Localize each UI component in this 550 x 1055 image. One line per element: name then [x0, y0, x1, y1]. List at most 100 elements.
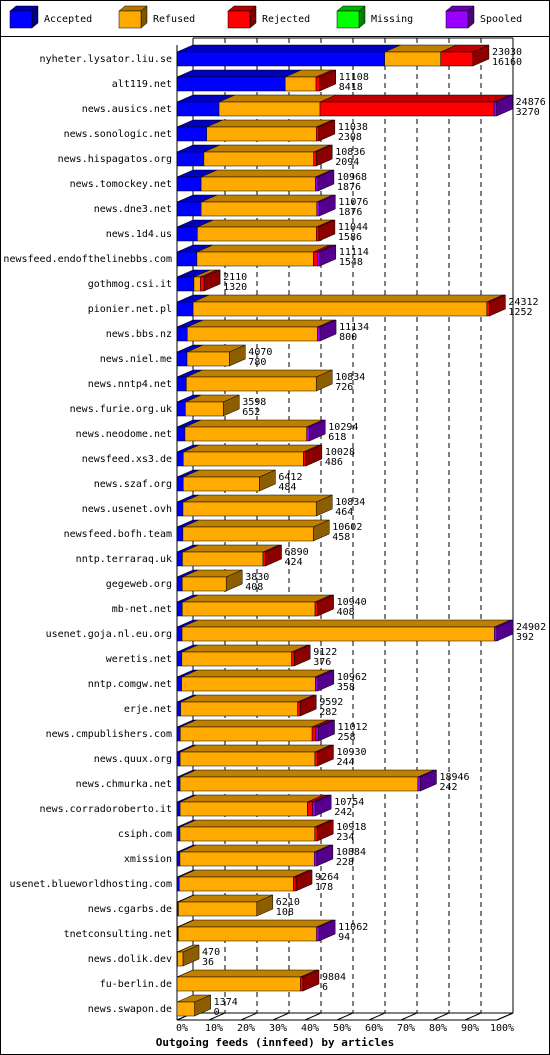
x-tick: [368, 1012, 386, 1021]
bar-segment: [176, 151, 205, 167]
bar-segment: [193, 276, 201, 292]
y-tick-label: news.corradoroberto.it: [40, 804, 172, 815]
accepted-label: 228: [336, 857, 354, 868]
bar-side: [300, 694, 317, 717]
y-tick-label: fu-berlin.de: [100, 979, 172, 990]
bar-segment: [176, 626, 183, 642]
bar-segment: [262, 551, 266, 567]
accepted-label: 1876: [338, 207, 362, 218]
bar-segment: [184, 426, 307, 442]
bar-segment: [176, 876, 180, 892]
bar-side: [317, 669, 335, 692]
bar-segment: [218, 101, 321, 117]
bar-segment: [200, 276, 205, 292]
bar-side: [319, 319, 337, 342]
y-tick-label: xmission: [124, 854, 172, 865]
total-label: 6890: [285, 547, 309, 558]
bar-segment: [176, 726, 181, 742]
total-label: 9804: [322, 972, 346, 983]
total-label: 11076: [338, 197, 368, 208]
bar-segment: [181, 651, 292, 667]
bar-segment: [316, 226, 320, 242]
bar-top: [186, 369, 333, 378]
accepted-label: 408: [337, 607, 355, 618]
bar-segment: [176, 801, 181, 817]
bar-top: [182, 519, 330, 528]
total-label: 470: [202, 947, 220, 958]
accepted-label: 800: [339, 332, 357, 343]
bar-side: [317, 594, 334, 617]
bar-segment: [176, 776, 181, 792]
bar-top: [182, 544, 280, 553]
bar-segment: [176, 526, 184, 542]
bar-top: [180, 694, 314, 703]
bar-segment: [182, 526, 314, 542]
bar-segment: [176, 976, 301, 992]
x-tick-label: 70%: [397, 1023, 415, 1034]
bar-side: [302, 969, 320, 992]
bar-segment: [176, 851, 181, 867]
bar-top: [180, 769, 434, 778]
accepted-label: 6: [322, 982, 328, 993]
accepted-label: 3270: [516, 107, 540, 118]
accepted-label: 484: [278, 482, 296, 493]
bar-side: [420, 769, 437, 792]
accepted-label: 36: [202, 957, 214, 968]
bar-segment: [180, 726, 313, 742]
accepted-label: 258: [338, 732, 356, 743]
bar-segment: [307, 801, 313, 817]
bar-segment: [187, 326, 318, 342]
bar-top: [176, 44, 401, 53]
y-tick-label: nntp.terraraq.uk: [76, 554, 172, 565]
bar-segment: [314, 601, 318, 617]
total-label: 10754: [334, 797, 364, 808]
bar-segment: [493, 101, 497, 117]
bar-side: [203, 269, 221, 292]
accepted-label: 282: [319, 707, 337, 718]
y-tick-label: news.dne3.net: [94, 204, 172, 215]
total-label: 10940: [337, 597, 367, 608]
bar-segment: [179, 826, 315, 842]
accepted-label: 242: [334, 807, 352, 818]
bar-segment: [179, 801, 308, 817]
x-tick-label: 0%: [176, 1023, 188, 1034]
y-tick-label: mb-net.net: [112, 604, 172, 615]
bar-top: [203, 144, 330, 153]
bar-segment: [181, 576, 227, 592]
accepted-label: 424: [285, 557, 303, 568]
bar-segment: [176, 451, 184, 467]
y-tick-label: news.hispagatos.org: [58, 154, 172, 165]
bar-segment: [176, 551, 183, 567]
total-label: 9592: [319, 697, 343, 708]
x-tick: [400, 1012, 418, 1021]
bar-segment: [176, 276, 195, 292]
bar-segment: [316, 926, 320, 942]
bar-segment: [316, 251, 321, 267]
x-tick-label: 20%: [237, 1023, 255, 1034]
total-label: 9122: [313, 647, 337, 658]
accepted-label: 178: [315, 882, 333, 893]
bar-segment: [176, 701, 181, 717]
y-tick-label: news.cgarbs.de: [88, 904, 172, 915]
total-label: 6412: [278, 472, 302, 483]
x-tick: [240, 1012, 258, 1021]
bar-top: [218, 94, 337, 103]
bar-segment: [319, 101, 495, 117]
bar-segment: [297, 701, 301, 717]
bar-segment: [176, 601, 183, 617]
bar-segment: [293, 876, 297, 892]
total-label: 10918: [336, 822, 366, 833]
bar-segment: [200, 201, 318, 217]
bar-side: [319, 69, 336, 92]
y-tick-label: news.niel.me: [100, 354, 172, 365]
bar-side: [316, 844, 334, 867]
bar-segment: [176, 1001, 195, 1017]
total-label: 11114: [339, 247, 369, 258]
accepted-label: 94: [338, 932, 350, 943]
x-tick: [208, 1012, 226, 1021]
total-label: 11108: [339, 72, 369, 83]
bar-segment: [315, 676, 319, 692]
bar-segment: [176, 751, 181, 767]
bar-segment: [179, 851, 315, 867]
